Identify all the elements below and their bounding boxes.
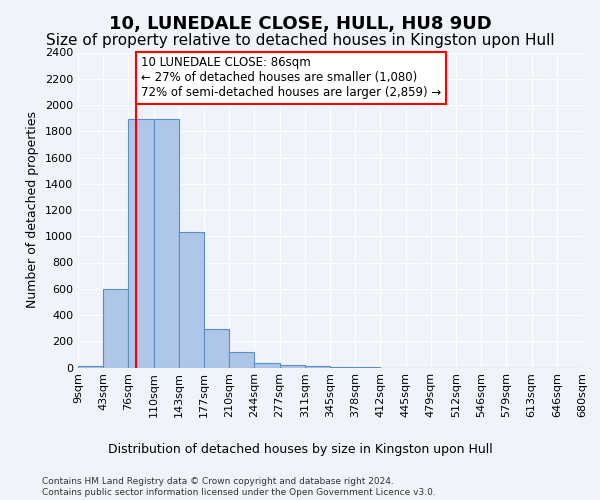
Y-axis label: Number of detached properties: Number of detached properties [26,112,40,308]
Text: 10 LUNEDALE CLOSE: 86sqm
← 27% of detached houses are smaller (1,080)
72% of sem: 10 LUNEDALE CLOSE: 86sqm ← 27% of detach… [141,56,441,100]
Bar [229,352,254,368]
Bar [154,120,179,368]
Text: 10, LUNEDALE CLOSE, HULL, HU8 9UD: 10, LUNEDALE CLOSE, HULL, HU8 9UD [109,15,491,33]
Bar [204,330,229,368]
Text: Distribution of detached houses by size in Kingston upon Hull: Distribution of detached houses by size … [107,442,493,456]
Bar [280,365,305,368]
Bar [179,232,204,368]
Bar [103,289,128,368]
Bar [254,362,280,368]
Bar [305,366,330,368]
Text: Size of property relative to detached houses in Kingston upon Hull: Size of property relative to detached ho… [46,32,554,48]
Text: Contains HM Land Registry data © Crown copyright and database right 2024.
Contai: Contains HM Land Registry data © Crown c… [42,478,436,497]
Bar [128,120,154,368]
Bar [78,366,103,368]
